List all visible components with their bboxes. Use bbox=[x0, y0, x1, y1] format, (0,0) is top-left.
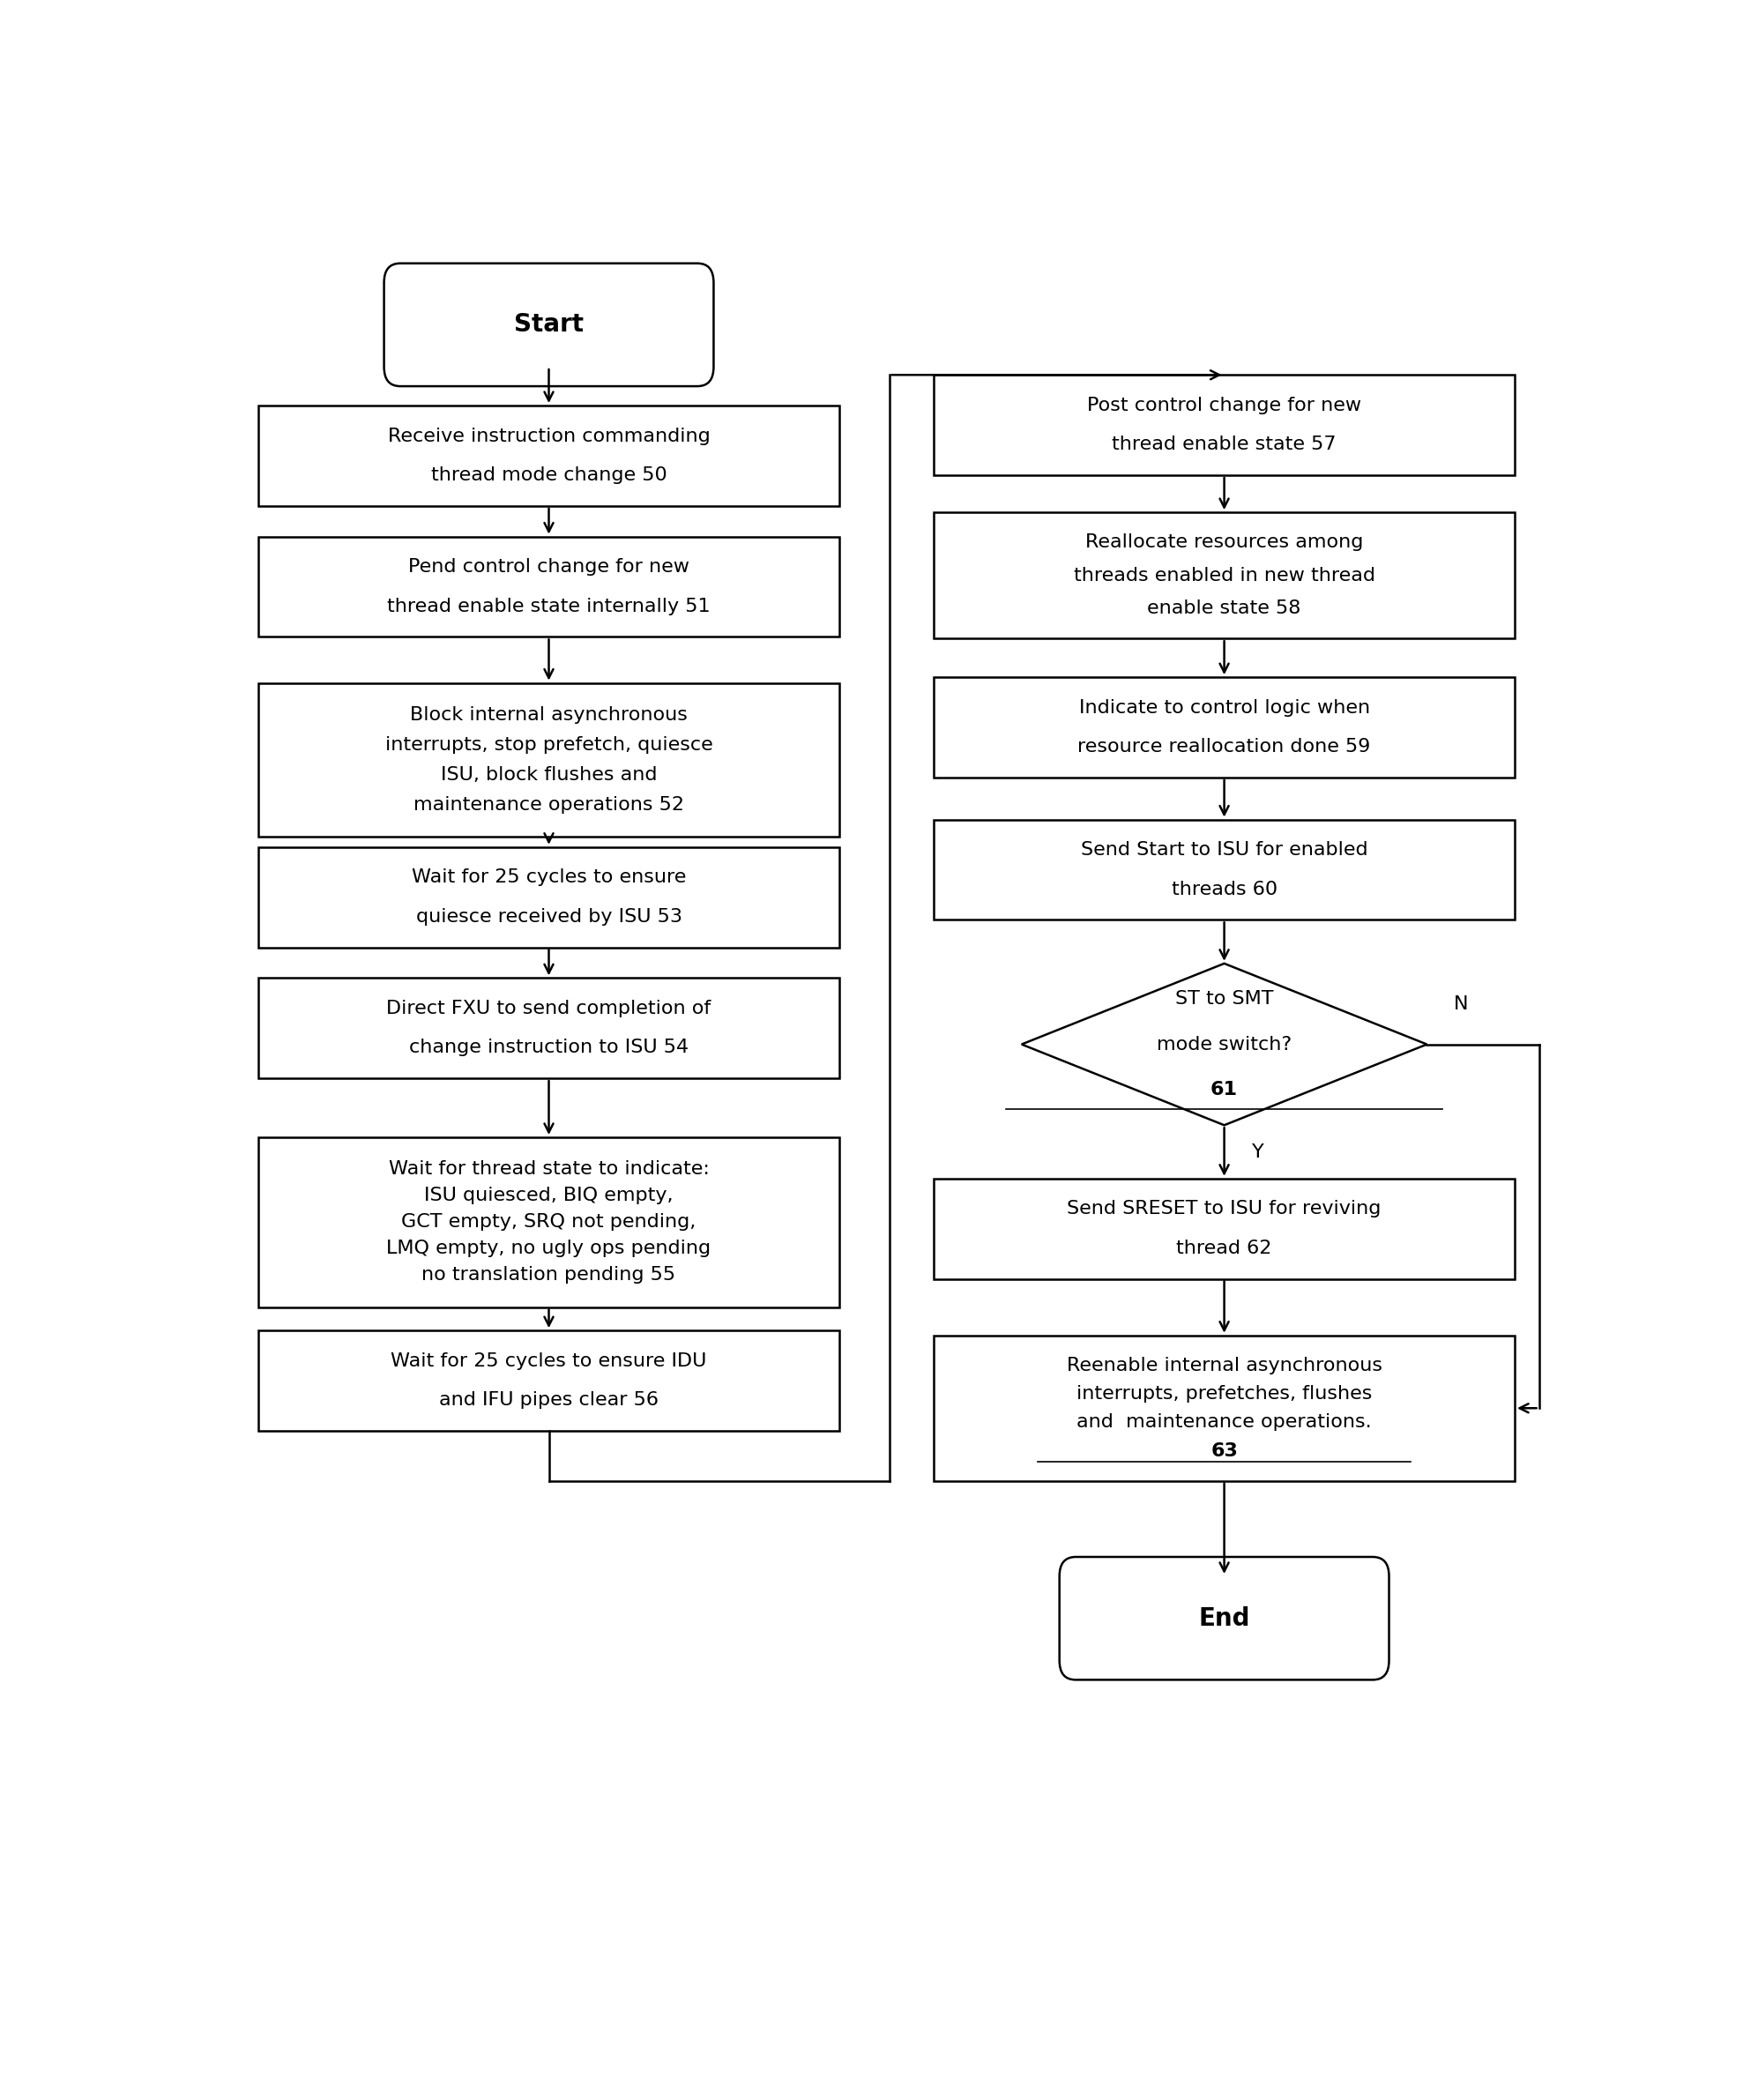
Text: maintenance operations 52: maintenance operations 52 bbox=[413, 796, 685, 813]
Text: interrupts, prefetches, flushes: interrupts, prefetches, flushes bbox=[1077, 1386, 1372, 1403]
Bar bbox=[258, 979, 838, 1077]
Text: Reallocate resources among: Reallocate resources among bbox=[1086, 533, 1363, 552]
Text: Start: Start bbox=[514, 313, 584, 338]
Text: change instruction to ISU 54: change instruction to ISU 54 bbox=[410, 1039, 688, 1056]
Text: Post control change for new: Post control change for new bbox=[1088, 397, 1361, 414]
Text: Y: Y bbox=[1251, 1142, 1264, 1161]
Text: Direct FXU to send completion of: Direct FXU to send completion of bbox=[387, 1000, 711, 1016]
Bar bbox=[934, 819, 1515, 920]
Bar bbox=[258, 538, 838, 636]
Text: N: N bbox=[1454, 995, 1468, 1012]
Text: mode switch?: mode switch? bbox=[1157, 1035, 1292, 1052]
Text: End: End bbox=[1199, 1606, 1250, 1632]
Text: thread enable state internally 51: thread enable state internally 51 bbox=[387, 598, 711, 615]
Text: threads enabled in new thread: threads enabled in new thread bbox=[1074, 567, 1375, 584]
Text: ISU quiesced, BIQ empty,: ISU quiesced, BIQ empty, bbox=[424, 1186, 673, 1205]
Text: Reenable internal asynchronous: Reenable internal asynchronous bbox=[1067, 1357, 1382, 1373]
Bar bbox=[934, 1336, 1515, 1480]
Text: Send Start to ISU for enabled: Send Start to ISU for enabled bbox=[1081, 842, 1368, 859]
Text: and IFU pipes clear 56: and IFU pipes clear 56 bbox=[439, 1392, 659, 1409]
Bar bbox=[258, 405, 838, 506]
Text: Wait for 25 cycles to ensure: Wait for 25 cycles to ensure bbox=[411, 869, 687, 886]
Text: Send SRESET to ISU for reviving: Send SRESET to ISU for reviving bbox=[1067, 1201, 1382, 1218]
Text: resource reallocation done 59: resource reallocation done 59 bbox=[1077, 737, 1370, 756]
Bar bbox=[258, 682, 838, 836]
Bar bbox=[934, 512, 1515, 638]
Text: Wait for thread state to indicate:: Wait for thread state to indicate: bbox=[389, 1161, 709, 1178]
Text: thread 62: thread 62 bbox=[1177, 1239, 1272, 1258]
Text: interrupts, stop prefetch, quiesce: interrupts, stop prefetch, quiesce bbox=[385, 735, 713, 754]
Polygon shape bbox=[1021, 964, 1428, 1126]
Bar bbox=[934, 678, 1515, 777]
Bar bbox=[934, 1178, 1515, 1279]
Text: thread enable state 57: thread enable state 57 bbox=[1112, 437, 1337, 454]
Bar bbox=[258, 1138, 838, 1306]
Text: quiesce received by ISU 53: quiesce received by ISU 53 bbox=[415, 907, 682, 926]
Text: 63: 63 bbox=[1211, 1443, 1238, 1460]
Text: ST to SMT: ST to SMT bbox=[1175, 991, 1274, 1008]
Text: no translation pending 55: no translation pending 55 bbox=[422, 1266, 676, 1283]
Bar bbox=[258, 1331, 838, 1430]
Bar bbox=[258, 846, 838, 947]
Text: ISU, block flushes and: ISU, block flushes and bbox=[441, 766, 657, 783]
FancyBboxPatch shape bbox=[383, 262, 713, 386]
Text: GCT empty, SRQ not pending,: GCT empty, SRQ not pending, bbox=[401, 1214, 695, 1231]
Text: Indicate to control logic when: Indicate to control logic when bbox=[1079, 699, 1370, 716]
Text: enable state 58: enable state 58 bbox=[1147, 598, 1300, 617]
Text: Wait for 25 cycles to ensure IDU: Wait for 25 cycles to ensure IDU bbox=[390, 1352, 708, 1369]
Text: threads 60: threads 60 bbox=[1171, 880, 1278, 899]
Text: thread mode change 50: thread mode change 50 bbox=[431, 466, 668, 485]
Text: 61: 61 bbox=[1211, 1082, 1238, 1098]
Text: Receive instruction commanding: Receive instruction commanding bbox=[387, 428, 709, 445]
Bar bbox=[934, 376, 1515, 475]
Text: LMQ empty, no ugly ops pending: LMQ empty, no ugly ops pending bbox=[387, 1239, 711, 1258]
FancyBboxPatch shape bbox=[1060, 1556, 1389, 1680]
Text: and  maintenance operations.: and maintenance operations. bbox=[1077, 1413, 1372, 1432]
Text: Block internal asynchronous: Block internal asynchronous bbox=[410, 706, 688, 724]
Text: Pend control change for new: Pend control change for new bbox=[408, 559, 690, 575]
